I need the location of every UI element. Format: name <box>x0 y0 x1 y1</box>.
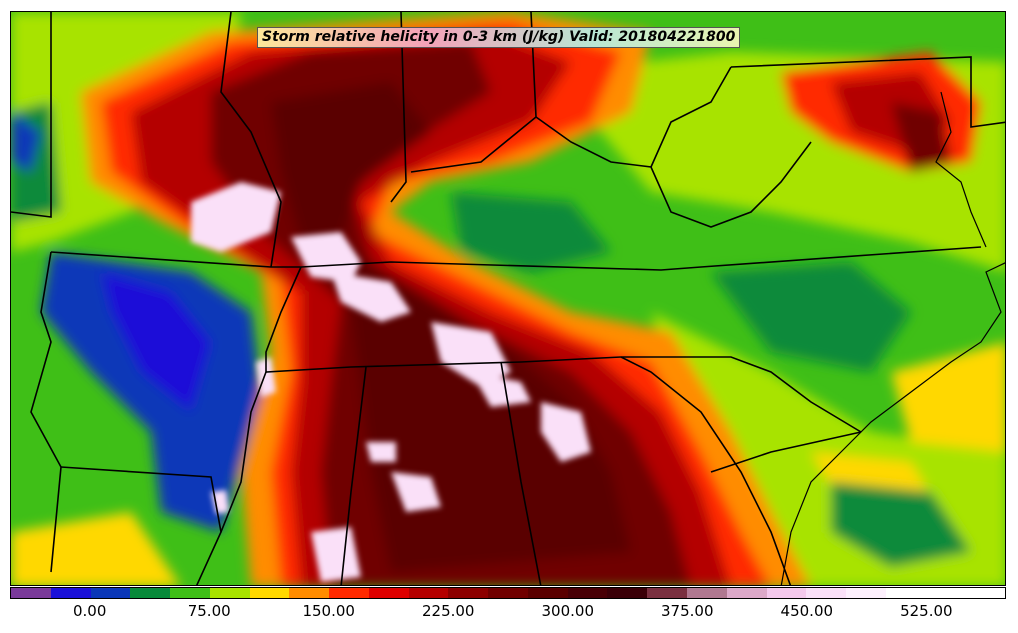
colorbar-segment <box>368 588 409 598</box>
map-panel: Storm relative helicity in 0-3 km (J/kg)… <box>10 11 1006 586</box>
colorbar-segment <box>170 588 210 598</box>
map-title: Storm relative helicity in 0-3 km (J/kg)… <box>257 27 741 48</box>
colorbar-segment <box>209 588 250 598</box>
colorbar-segment <box>329 588 369 598</box>
colorbar-tick-label: 375.00 <box>661 602 714 620</box>
colorbar-segment <box>806 588 847 598</box>
colorbar-segment <box>567 588 608 598</box>
colorbar-tick-label: 225.00 <box>421 602 475 620</box>
colorbar-tick-label: 150.00 <box>302 602 355 620</box>
colorbar-segment <box>925 588 966 598</box>
colorbar-segment <box>766 588 807 598</box>
colorbar-segment <box>289 588 330 598</box>
colorbar-segment <box>885 588 926 598</box>
helicity-map <box>11 12 1005 585</box>
colorbar-tick-label: 525.00 <box>900 602 953 620</box>
colorbar-tick-label: 450.00 <box>780 602 834 620</box>
coastlines <box>780 91 1005 585</box>
colorbar-tick-label: 75.00 <box>187 602 231 620</box>
colorbar <box>10 587 1006 599</box>
colorbar-segment <box>90 588 131 598</box>
colorbar-segment <box>726 588 767 598</box>
colorbar-tick-label: 0.00 <box>72 602 107 620</box>
colorbar-segment <box>965 588 1006 598</box>
helicity-field <box>11 12 1005 585</box>
helicity-maxima <box>191 182 591 582</box>
colorbar-segment <box>130 588 171 598</box>
colorbar-segment <box>50 588 91 598</box>
colorbar-segment <box>647 588 688 598</box>
colorbar-segment <box>607 588 648 598</box>
colorbar-segment <box>11 588 51 598</box>
colorbar-segment <box>846 588 886 598</box>
state-borders <box>11 12 1005 585</box>
colorbar-segment <box>408 588 449 598</box>
colorbar-segment <box>488 588 528 598</box>
colorbar-labels: 0.00 75.00 150.00 225.00 300.00 375.00 450.00 5… <box>10 602 1006 624</box>
colorbar-tick-label: 300.00 <box>541 602 595 620</box>
colorbar-segment <box>527 588 568 598</box>
colorbar-segment <box>448 588 489 598</box>
colorbar-segment <box>687 588 727 598</box>
colorbar-segment <box>249 588 290 598</box>
